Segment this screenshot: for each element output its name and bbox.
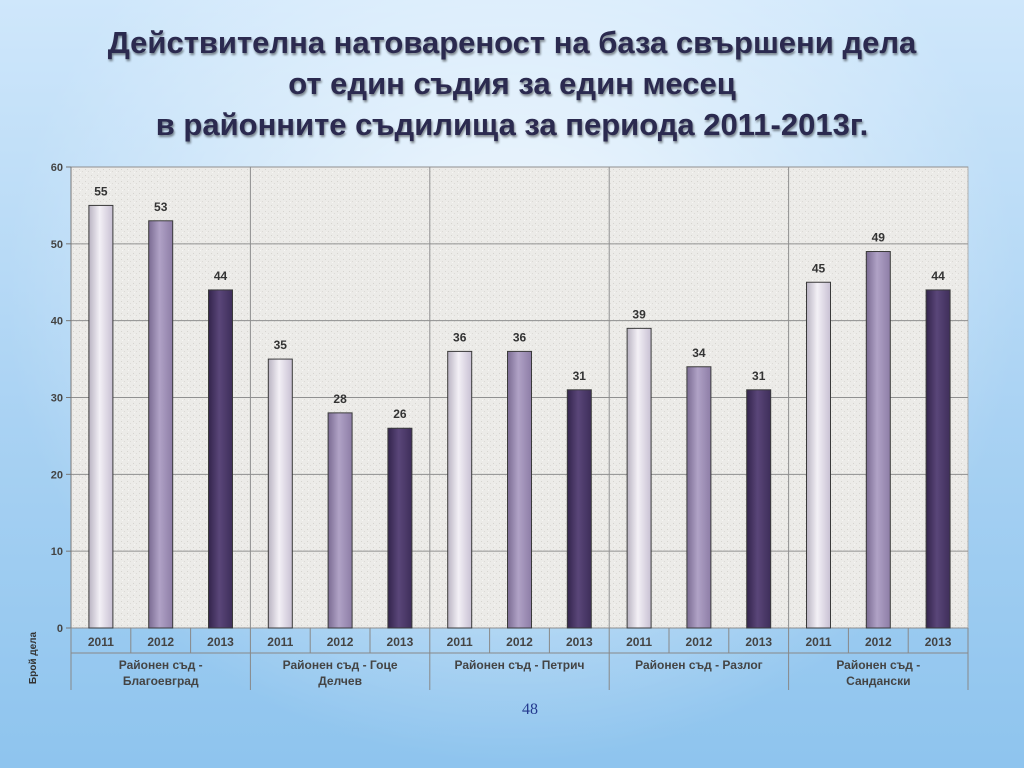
y-tick-label: 60: [51, 162, 63, 174]
bar-2011: [806, 281, 831, 629]
x-tick-label-year: 2013: [387, 635, 414, 649]
x-category-label: Районен съд -: [836, 658, 920, 672]
x-category-label: Районен съд -: [119, 658, 203, 672]
bar-2013: [925, 289, 951, 629]
x-tick-label-year: 2012: [327, 635, 354, 649]
bar-2013: [387, 427, 413, 629]
page-number: 48: [522, 701, 538, 718]
x-tick-label-year: 2011: [447, 635, 473, 649]
title-line-2: от един съдия за един месец: [288, 66, 736, 101]
bar-2012: [865, 251, 891, 629]
x-category-label: Районен съд - Петрич: [455, 658, 585, 672]
bar-2012: [507, 350, 532, 629]
x-tick-label-year: 2012: [147, 635, 174, 649]
bar-2013: [746, 389, 772, 629]
data-label: 36: [453, 330, 467, 344]
x-tick-label-year: 2012: [506, 635, 533, 649]
x-category-label: Делчев: [318, 674, 362, 688]
title-line-1: Действителна натовареност на база свърше…: [107, 25, 917, 60]
data-label: 44: [214, 269, 228, 283]
data-label: 26: [393, 407, 407, 421]
bar-2012: [327, 412, 353, 629]
x-tick-label-year: 2013: [745, 635, 772, 649]
x-tick-label-year: 2011: [805, 635, 831, 649]
data-label: 55: [94, 184, 108, 198]
data-label: 49: [872, 231, 886, 245]
data-label: 34: [692, 346, 706, 360]
bar-2012: [686, 366, 712, 629]
bar-2013: [208, 289, 233, 629]
data-label: 39: [632, 307, 646, 321]
y-tick-label: 40: [51, 316, 63, 328]
bar-2012: [148, 220, 174, 629]
x-tick-label-year: 2011: [626, 635, 652, 649]
x-tick-label-year: 2012: [865, 635, 892, 649]
x-category-label: Благоевград: [123, 674, 199, 688]
x-category-label: Районен съд - Разлог: [635, 658, 763, 672]
bar-2011: [447, 350, 473, 629]
y-tick-label: 0: [57, 623, 63, 635]
bar-2011: [626, 327, 652, 629]
data-label: 45: [812, 261, 826, 275]
data-label: 36: [513, 330, 527, 344]
x-category-label: Сандански: [846, 674, 910, 688]
y-tick-label: 20: [51, 469, 63, 481]
data-label: 35: [274, 338, 288, 352]
y-axis-label: Брой дела: [28, 631, 39, 684]
data-label: 28: [333, 392, 347, 406]
x-tick-label-year: 2013: [566, 635, 593, 649]
x-tick-label-year: 2013: [925, 635, 952, 649]
x-tick-label-year: 2013: [207, 635, 234, 649]
y-tick-label: 50: [51, 239, 63, 251]
data-label: 31: [573, 369, 587, 383]
x-tick-label-year: 2011: [88, 635, 114, 649]
bar-2013: [566, 389, 592, 629]
data-label: 31: [752, 369, 766, 383]
x-category-label: Районен съд - Гоце: [283, 658, 398, 672]
x-tick-label-year: 2012: [686, 635, 713, 649]
y-tick-label: 30: [51, 393, 63, 405]
title-line-3: в районните съдилища за периода 2011-201…: [155, 107, 869, 142]
y-tick-label: 10: [51, 546, 63, 558]
data-label: 53: [154, 200, 168, 214]
slide-title: Действителна натовареност на база свърше…: [0, 22, 1024, 145]
bar-2011: [267, 358, 293, 629]
data-label: 44: [931, 269, 945, 283]
bar-2011: [88, 204, 114, 629]
x-tick-label-year: 2011: [267, 635, 293, 649]
